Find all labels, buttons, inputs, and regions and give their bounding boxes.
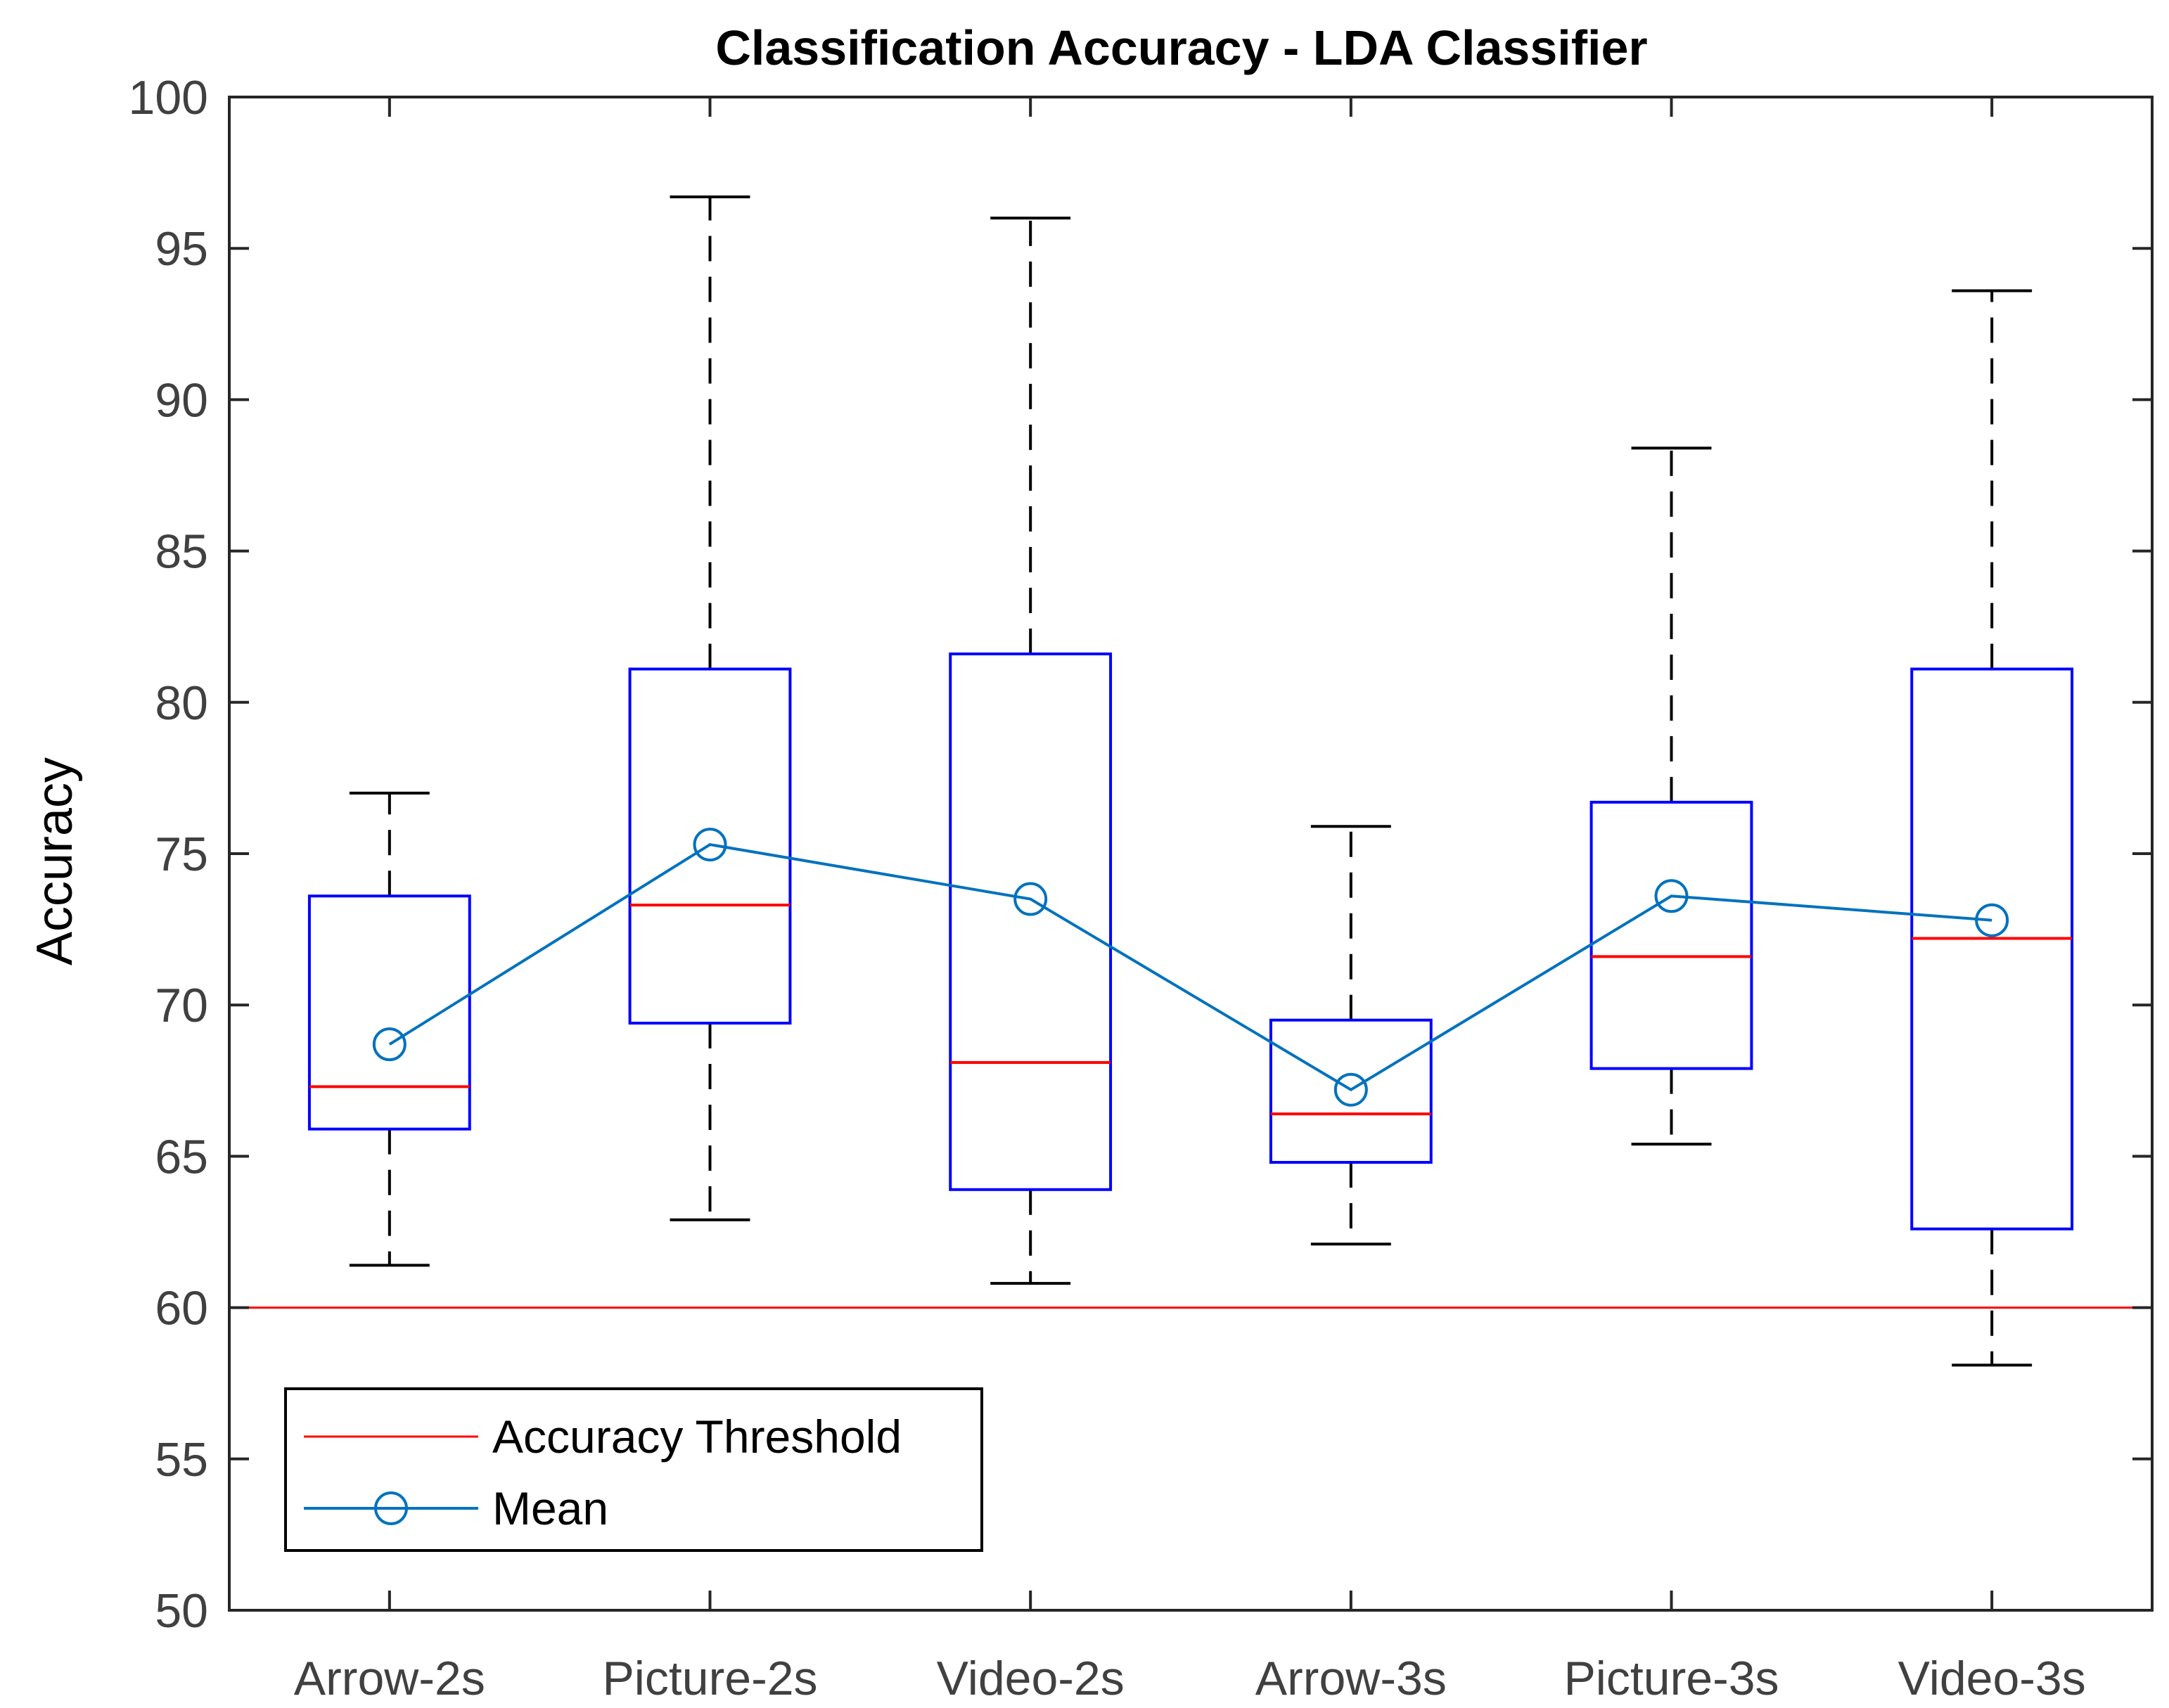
chart-title: Classification Accuracy - LDA Classifier [715,20,1647,75]
y-tick-label: 60 [155,1282,208,1335]
y-tick-label: 75 [155,828,208,881]
mean-marker-6 [1975,903,2009,937]
mean-marker-5 [1654,879,1689,913]
iqr-box [1269,1018,1433,1164]
x-tick-label: Arrow-2s [294,1652,485,1705]
box-group-6 [1910,289,2074,1367]
y-tick-label: 65 [155,1130,208,1183]
legend: Accuracy Threshold Mean [284,1387,983,1552]
x-tick-label: Arrow-3s [1255,1652,1447,1705]
iqr-box [949,652,1113,1191]
mean-layer [372,828,2009,1107]
x-tick-label: Picture-2s [602,1652,817,1705]
x-tick-label: Video-2s [937,1652,1125,1705]
legend-mean-marker [374,1491,408,1525]
y-tick-label: 70 [155,979,208,1032]
box-group-5 [1589,447,1753,1146]
mean-marker-4 [1333,1072,1368,1107]
legend-threshold-label: Accuracy Threshold [492,1411,902,1463]
y-tick-label: 50 [155,1584,208,1638]
legend-mean-label: Mean [492,1482,608,1534]
y-tick-label: 100 [129,71,208,124]
boxes-layer [307,195,2074,1367]
y-tick-label: 95 [155,222,208,276]
y-tick-label: 90 [155,373,208,427]
iqr-box [1910,667,2074,1231]
axes-layer: 50 55 60 65 70 75 80 85 90 95 100 Arrow-2s Picture-2… [129,71,2154,1705]
box-group-4 [1269,825,1433,1246]
iqr-box [1589,800,1753,1070]
mean-marker-1 [372,1027,407,1062]
x-tick-label: Video-3s [1898,1652,2086,1705]
y-tick-label: 85 [155,525,208,579]
legend-box [284,1387,983,1552]
mean-line [388,842,1992,1092]
iqr-box [628,667,792,1025]
box-group-1 [307,791,471,1267]
box-group-2 [628,195,792,1221]
y-axis-label: Accuracy [27,757,83,965]
box-group-3 [949,217,1113,1285]
y-tick-label: 55 [155,1433,208,1487]
mean-marker-3 [1013,882,1048,916]
x-tick-label: Picture-3s [1563,1652,1779,1705]
iqr-box [307,894,471,1131]
y-tick-label: 80 [155,676,208,730]
mean-marker-2 [693,828,727,862]
